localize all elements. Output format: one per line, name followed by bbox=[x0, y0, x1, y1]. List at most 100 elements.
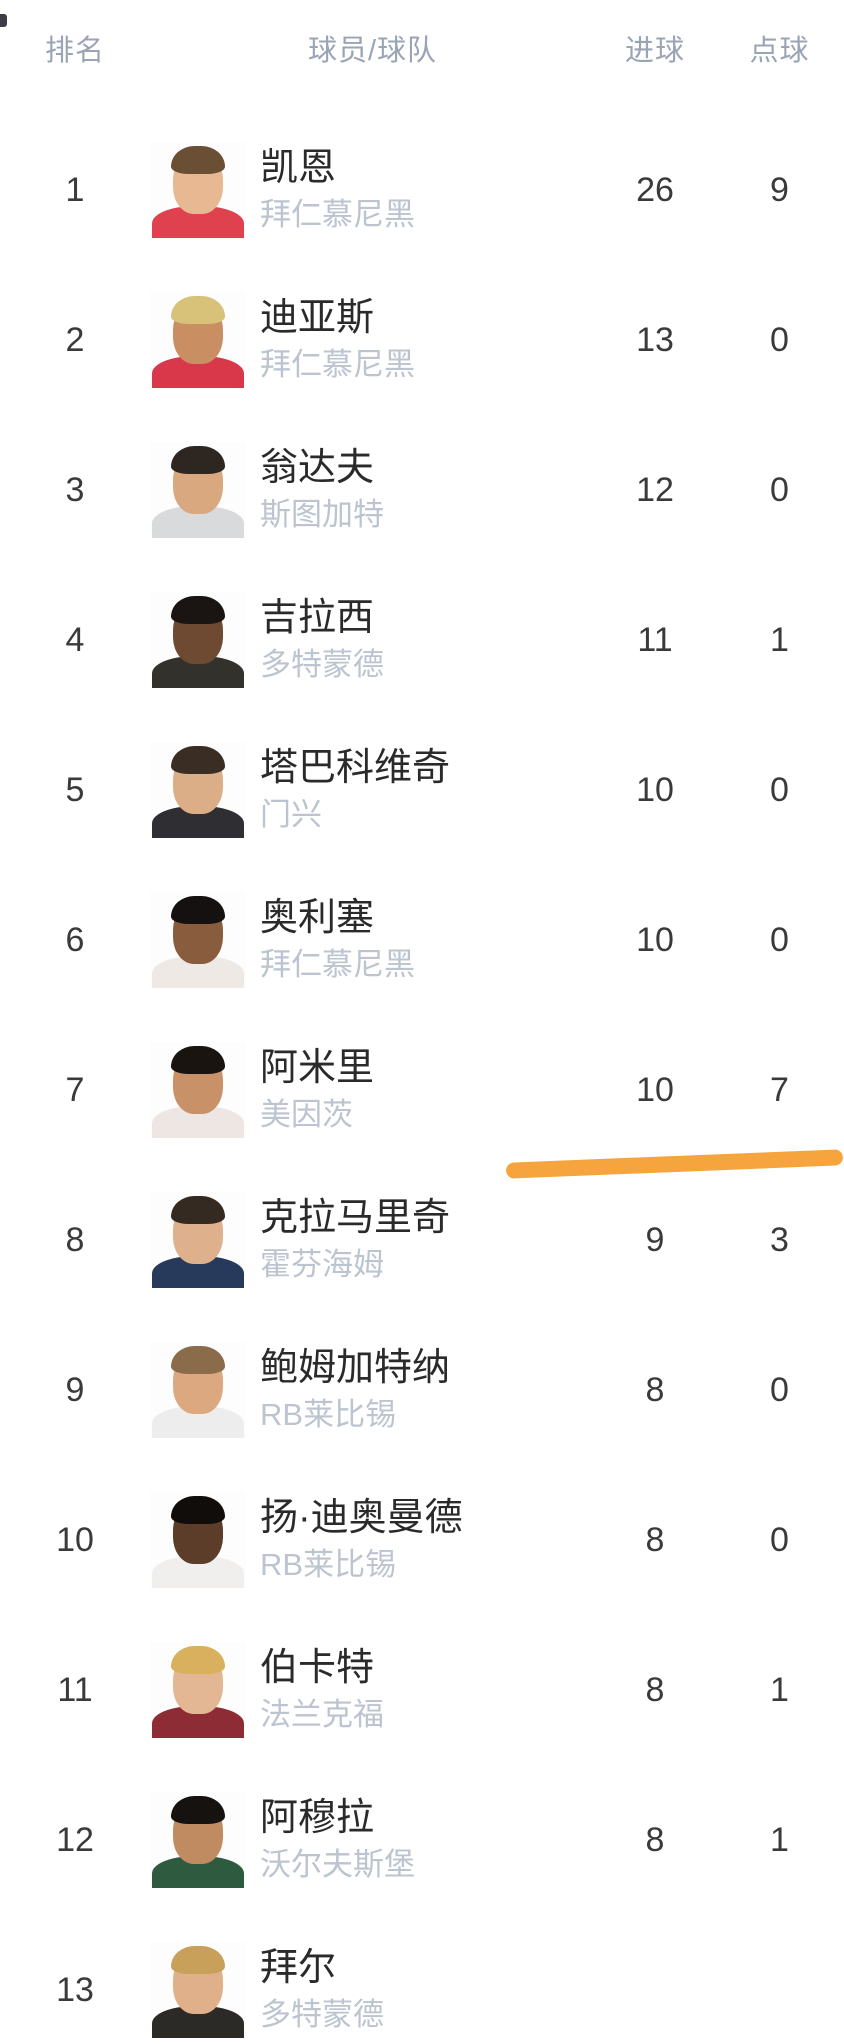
table-row[interactable]: 6 奥利塞 拜仁慕尼黑 10 0 bbox=[0, 865, 844, 1015]
player-team: 多特蒙德 bbox=[260, 1997, 384, 2033]
avatar-hair bbox=[171, 1946, 225, 1974]
player-team: RB莱比锡 bbox=[260, 1547, 397, 1583]
player-team: 沃尔夫斯堡 bbox=[260, 1847, 415, 1883]
penalties-value: 0 bbox=[770, 1370, 789, 1409]
player-avatar bbox=[150, 1792, 246, 1888]
player-info: 克拉马里奇 霍芬海姆 bbox=[246, 1196, 595, 1283]
rank-value: 3 bbox=[65, 470, 85, 509]
goals-value: 10 bbox=[636, 920, 674, 959]
player-team: 拜仁慕尼黑 bbox=[260, 947, 415, 983]
rank-value: 9 bbox=[65, 1370, 85, 1409]
player-avatar bbox=[150, 892, 246, 988]
player-avatar bbox=[150, 1042, 246, 1138]
player-info: 塔巴科维奇 门兴 bbox=[246, 746, 595, 833]
player-info: 迪亚斯 拜仁慕尼黑 bbox=[246, 297, 595, 383]
header-penalties: 点球 bbox=[749, 35, 810, 67]
player-team: 斯图加特 bbox=[260, 497, 384, 533]
penalties-value: 7 bbox=[770, 1070, 789, 1109]
table-row[interactable]: 12 阿穆拉 沃尔夫斯堡 8 1 bbox=[0, 1765, 844, 1915]
player-avatar bbox=[150, 1342, 246, 1438]
player-name: 扬·迪奥曼德 bbox=[260, 1496, 463, 1539]
player-name: 伯卡特 bbox=[260, 1646, 375, 1689]
player-avatar bbox=[150, 442, 246, 538]
goals-value: 8 bbox=[645, 1820, 665, 1859]
player-info: 扬·迪奥曼德 RB莱比锡 bbox=[246, 1496, 595, 1583]
avatar-hair bbox=[171, 1496, 225, 1524]
table-row[interactable]: 10 扬·迪奥曼德 RB莱比锡 8 0 bbox=[0, 1465, 844, 1615]
rank-value: 8 bbox=[65, 1220, 85, 1259]
player-info: 伯卡特 法兰克福 bbox=[246, 1646, 595, 1733]
goals-value: 26 bbox=[636, 170, 674, 209]
player-name: 凯恩 bbox=[260, 146, 337, 189]
penalties-value: 1 bbox=[770, 1670, 789, 1709]
goals-value: 11 bbox=[637, 620, 673, 659]
player-avatar bbox=[150, 292, 246, 388]
player-info: 奥利塞 拜仁慕尼黑 bbox=[246, 896, 595, 983]
rank-value: 4 bbox=[65, 620, 85, 659]
goals-value: 10 bbox=[636, 770, 674, 809]
player-name: 鲍姆加特纳 bbox=[260, 1346, 451, 1389]
player-avatar bbox=[150, 742, 246, 838]
player-team: 多特蒙德 bbox=[260, 647, 384, 683]
player-team: 门兴 bbox=[260, 797, 322, 833]
avatar-hair bbox=[171, 146, 225, 174]
header-player: 球员/球队 bbox=[307, 35, 438, 67]
avatar-hair bbox=[171, 296, 225, 324]
goals-value: 8 bbox=[645, 1670, 665, 1709]
rank-value: 5 bbox=[65, 770, 85, 809]
player-team: 拜仁慕尼黑 bbox=[260, 197, 415, 233]
table-row[interactable]: 2 迪亚斯 拜仁慕尼黑 13 0 bbox=[0, 265, 844, 415]
table-row[interactable]: 4 吉拉西 多特蒙德 11 1 bbox=[0, 565, 844, 715]
player-info: 凯恩 拜仁慕尼黑 bbox=[246, 146, 595, 233]
avatar-hair bbox=[171, 1796, 225, 1824]
penalties-value: 1 bbox=[770, 620, 789, 659]
header-goals: 进球 bbox=[624, 35, 685, 67]
rank-value: 11 bbox=[57, 1670, 93, 1709]
player-name: 塔巴科维奇 bbox=[260, 746, 451, 789]
avatar-hair bbox=[171, 746, 225, 774]
player-team: 拜仁慕尼黑 bbox=[260, 347, 415, 383]
player-avatar bbox=[150, 1192, 246, 1288]
penalties-value: 0 bbox=[770, 1520, 789, 1559]
table-row[interactable]: 9 鲍姆加特纳 RB莱比锡 8 0 bbox=[0, 1315, 844, 1465]
player-info: 鲍姆加特纳 RB莱比锡 bbox=[246, 1346, 595, 1433]
avatar-hair bbox=[171, 1346, 225, 1374]
player-avatar bbox=[150, 592, 246, 688]
player-avatar bbox=[150, 1642, 246, 1738]
header-rank: 排名 bbox=[44, 35, 105, 67]
player-team: 霍芬海姆 bbox=[260, 1247, 384, 1283]
player-name: 吉拉西 bbox=[260, 596, 375, 639]
table-row[interactable]: 8 克拉马里奇 霍芬海姆 9 3 bbox=[0, 1165, 844, 1315]
goals-value: 9 bbox=[645, 1220, 665, 1259]
avatar-hair bbox=[171, 1196, 225, 1224]
table-row[interactable]: 5 塔巴科维奇 门兴 10 0 bbox=[0, 715, 844, 865]
table-row[interactable]: 11 伯卡特 法兰克福 8 1 bbox=[0, 1615, 844, 1765]
rank-value: 12 bbox=[56, 1820, 94, 1859]
table-row[interactable]: 7 阿米里 美因茨 10 7 bbox=[0, 1015, 844, 1165]
penalties-value: 3 bbox=[770, 1220, 789, 1259]
player-team: 美因茨 bbox=[260, 1097, 353, 1133]
rank-value: 2 bbox=[65, 320, 85, 359]
player-avatar bbox=[150, 1942, 246, 2038]
rank-value: 1 bbox=[65, 170, 85, 209]
avatar-hair bbox=[171, 1646, 225, 1674]
avatar-hair bbox=[171, 596, 225, 624]
penalties-value: 0 bbox=[770, 320, 789, 359]
player-avatar bbox=[150, 1492, 246, 1588]
rank-value: 13 bbox=[56, 1970, 94, 2009]
goals-value: 8 bbox=[645, 1370, 665, 1409]
table-row[interactable]: 3 翁达夫 斯图加特 12 0 bbox=[0, 415, 844, 565]
player-info: 阿米里 美因茨 bbox=[246, 1046, 595, 1133]
player-name: 阿米里 bbox=[260, 1046, 375, 1089]
player-name: 阿穆拉 bbox=[260, 1796, 375, 1839]
player-info: 阿穆拉 沃尔夫斯堡 bbox=[246, 1796, 595, 1883]
player-name: 翁达夫 bbox=[260, 446, 375, 489]
rank-value: 6 bbox=[65, 920, 85, 959]
player-name: 奥利塞 bbox=[260, 896, 375, 939]
table-row[interactable]: 1 凯恩 拜仁慕尼黑 26 9 bbox=[0, 115, 844, 265]
table-row[interactable]: 13 拜尔 多特蒙德 bbox=[0, 1915, 844, 2044]
player-name: 克拉马里奇 bbox=[260, 1196, 451, 1239]
table-header: 排名 球员/球队 进球 点球 bbox=[0, 0, 844, 115]
avatar-hair bbox=[171, 446, 225, 474]
